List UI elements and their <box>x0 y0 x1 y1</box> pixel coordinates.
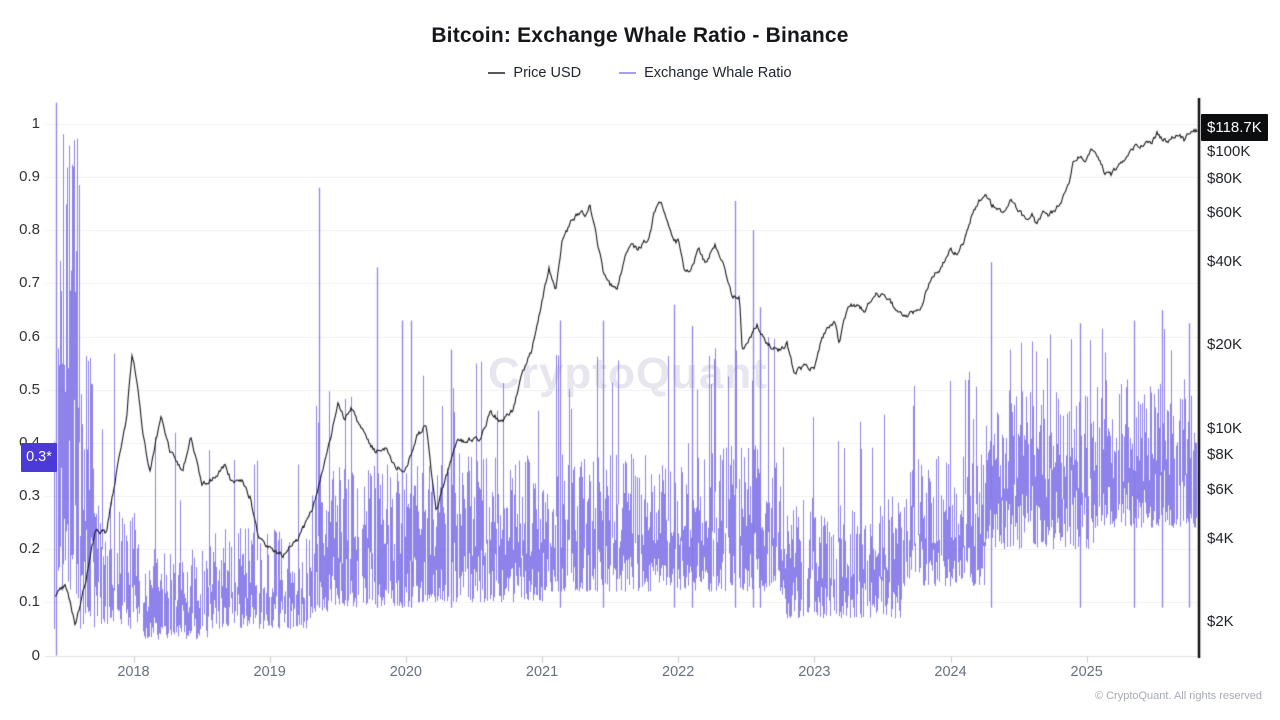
y-right-tick-label: $40K <box>1207 253 1243 271</box>
y-right-tick-label: $8K <box>1207 446 1234 464</box>
y-right-tick-label: $60K <box>1207 204 1243 222</box>
y-left-tick-label: 1 <box>31 114 40 132</box>
x-axis-year-label: 2018 <box>117 664 150 680</box>
y-left-tick-label: 0 <box>31 646 40 664</box>
x-axis-year-label: 2025 <box>1070 664 1103 680</box>
y-right-tick-label: $4K <box>1207 529 1234 547</box>
x-axis-year-label: 2023 <box>798 664 831 680</box>
last-price-badge: $118.7K <box>1201 114 1268 141</box>
x-axis-year-label: 2019 <box>253 664 286 680</box>
y-right-tick-label: $80K <box>1207 169 1243 187</box>
y-left-tick-label: 0.6 <box>19 327 40 345</box>
y-left-tick-label: 0.1 <box>19 593 40 611</box>
x-axis-year-label: 2021 <box>525 664 559 680</box>
y-right-tick-label: $100K <box>1207 143 1251 161</box>
last-ratio-badge: 0.3* <box>21 443 57 472</box>
copyright-note: © CryptoQuant. All rights reserved <box>1094 690 1262 702</box>
y-left-tick-label: 0.2 <box>19 540 40 558</box>
x-axis-year-label: 2022 <box>662 664 695 680</box>
y-right-tick-label: $10K <box>1207 419 1243 437</box>
x-axis-year-label: 2024 <box>934 664 967 680</box>
y-left-tick-label: 0.5 <box>19 380 40 398</box>
y-left-tick-label: 0.7 <box>19 274 40 292</box>
y-left-tick-label: 0.3 <box>19 487 40 505</box>
y-right-tick-label: $20K <box>1207 336 1243 354</box>
y-right-tick-label: $2K <box>1207 613 1234 630</box>
x-axis-year-label: 2020 <box>389 664 422 680</box>
y-right-tick-label: $6K <box>1207 481 1234 499</box>
y-left-tick-label: 0.9 <box>19 168 40 186</box>
y-left-tick-label: 0.8 <box>19 221 40 239</box>
